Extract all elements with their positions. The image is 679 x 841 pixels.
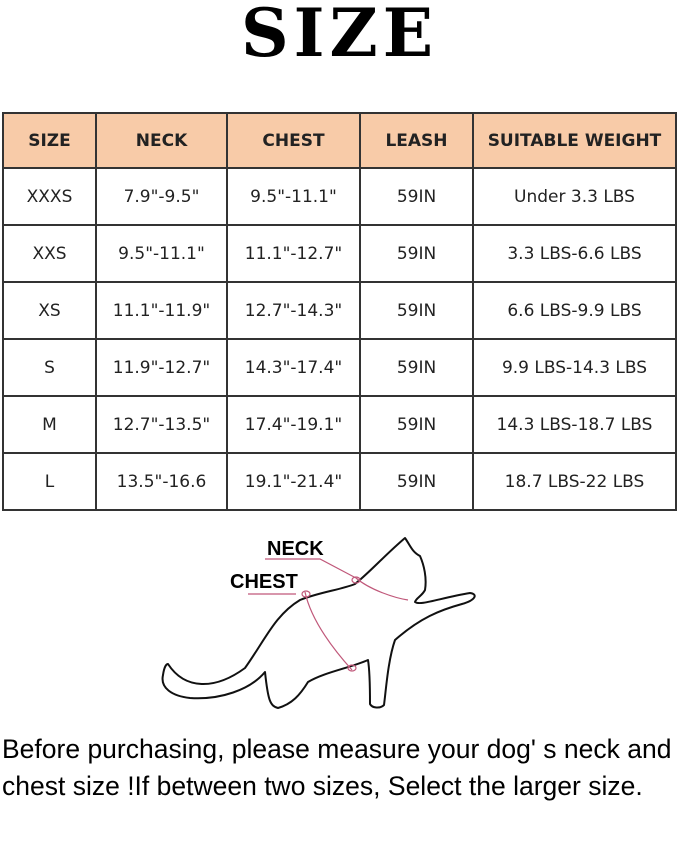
table-cell: 18.7 LBS-22 LBS xyxy=(472,452,677,511)
table-row: L 13.5"-16.6 19.1"-21.4" 59IN 18.7 LBS-22 LB… xyxy=(2,452,677,511)
table-cell: M xyxy=(2,395,97,454)
table-cell: Under 3.3 LBS xyxy=(472,167,677,226)
header-size: SIZE xyxy=(2,112,97,169)
chest-label: CHEST xyxy=(230,571,298,593)
table-cell: 59IN xyxy=(359,281,474,340)
table-cell: 59IN xyxy=(359,224,474,283)
table-cell: 59IN xyxy=(359,167,474,226)
table-cell: XXXS xyxy=(2,167,97,226)
table-cell: 12.7"-14.3" xyxy=(226,281,361,340)
table-cell: 14.3 LBS-18.7 LBS xyxy=(472,395,677,454)
header-chest: CHEST xyxy=(226,112,361,169)
table-cell: 11.1"-11.9" xyxy=(95,281,228,340)
table-cell: 19.1"-21.4" xyxy=(226,452,361,511)
table-cell: 9.5"-11.1" xyxy=(95,224,228,283)
table-cell: XXS xyxy=(2,224,97,283)
cat-measurement-diagram: NECK CHEST xyxy=(161,537,476,709)
table-cell: 11.1"-12.7" xyxy=(226,224,361,283)
neck-label: NECK xyxy=(267,538,324,560)
table-cell: 6.6 LBS-9.9 LBS xyxy=(472,281,677,340)
table-cell: 17.4"-19.1" xyxy=(226,395,361,454)
table-cell: 14.3"-17.4" xyxy=(226,338,361,397)
table-row: XS 11.1"-11.9" 12.7"-14.3" 59IN 6.6 LBS-9.9 … xyxy=(2,281,677,340)
table-cell: 11.9"-12.7" xyxy=(95,338,228,397)
table-cell: 3.3 LBS-6.6 LBS xyxy=(472,224,677,283)
size-table: SIZE NECK CHEST LEASH SUITABLE WEIGHT XX… xyxy=(2,112,677,511)
neck-marker xyxy=(265,558,409,601)
table-cell: 13.5"-16.6 xyxy=(95,452,228,511)
table-cell: L xyxy=(2,452,97,511)
measurement-note: Before purchasing, please measure your d… xyxy=(2,734,672,801)
table-cell: 59IN xyxy=(359,395,474,454)
cat-outline-icon xyxy=(161,537,476,709)
table-row: S 11.9"-12.7" 14.3"-17.4" 59IN 9.9 LBS-14.3 … xyxy=(2,338,677,397)
header-leash: LEASH xyxy=(359,112,474,169)
chest-marker xyxy=(248,590,357,672)
table-row: XXS 9.5"-11.1" 11.1"-12.7" 59IN 3.3 LBS-6.6 … xyxy=(2,224,677,283)
table-cell: S xyxy=(2,338,97,397)
table-cell: 12.7"-13.5" xyxy=(95,395,228,454)
table-header-row: SIZE NECK CHEST LEASH SUITABLE WEIGHT xyxy=(2,112,677,169)
table-cell: 7.9"-9.5" xyxy=(95,167,228,226)
table-row: XXXS 7.9"-9.5" 9.5"-11.1" 59IN Under 3.3 LBS xyxy=(2,167,677,226)
table-cell: 9.5"-11.1" xyxy=(226,167,361,226)
table-cell: 9.9 LBS-14.3 LBS xyxy=(472,338,677,397)
header-weight: SUITABLE WEIGHT xyxy=(472,112,677,169)
table-cell: XS xyxy=(2,281,97,340)
page-title: SIZE xyxy=(240,0,439,72)
table-row: M 12.7"-13.5" 17.4"-19.1" 59IN 14.3 LBS-18.7… xyxy=(2,395,677,454)
table-cell: 59IN xyxy=(359,338,474,397)
table-cell: 59IN xyxy=(359,452,474,511)
header-neck: NECK xyxy=(95,112,228,169)
